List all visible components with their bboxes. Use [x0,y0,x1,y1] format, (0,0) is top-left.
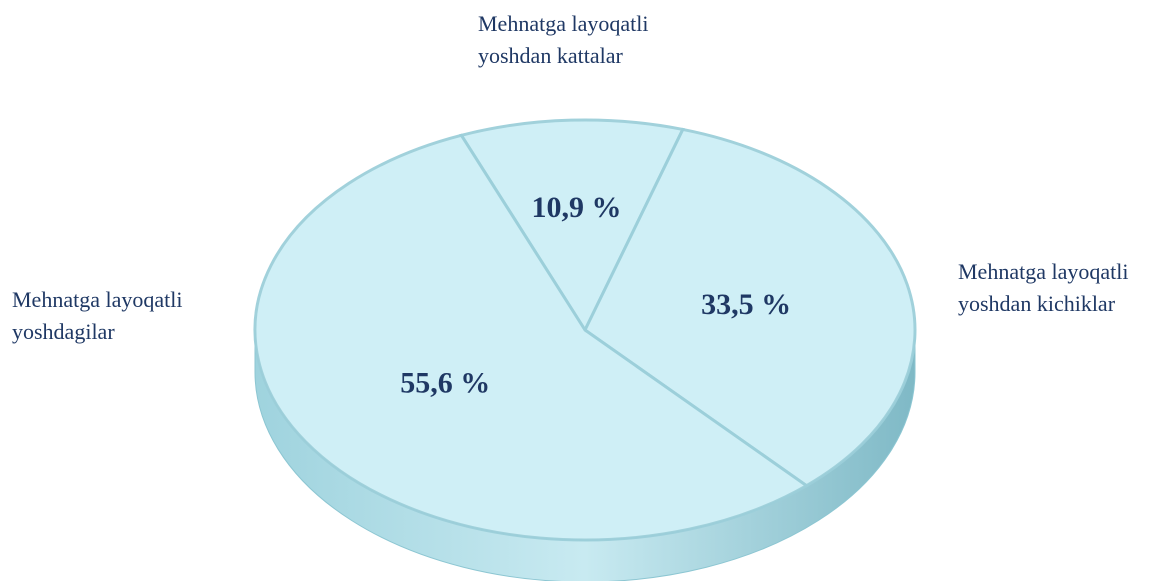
value-label: 55,6 % [400,367,490,400]
value-label: 10,9 % [532,191,622,224]
category-label: Mehnatga layoqatli yoshdagilar [12,287,183,344]
pie-slice [253,133,810,542]
category-label: Mehnatga layoqatli yoshdan kattalar [478,11,649,68]
value-label: 33,5 % [701,288,791,321]
pie-slice [459,118,686,334]
pie-slice [583,127,917,488]
category-label: Mehnatga layoqatli yoshdan kichiklar [958,259,1129,316]
